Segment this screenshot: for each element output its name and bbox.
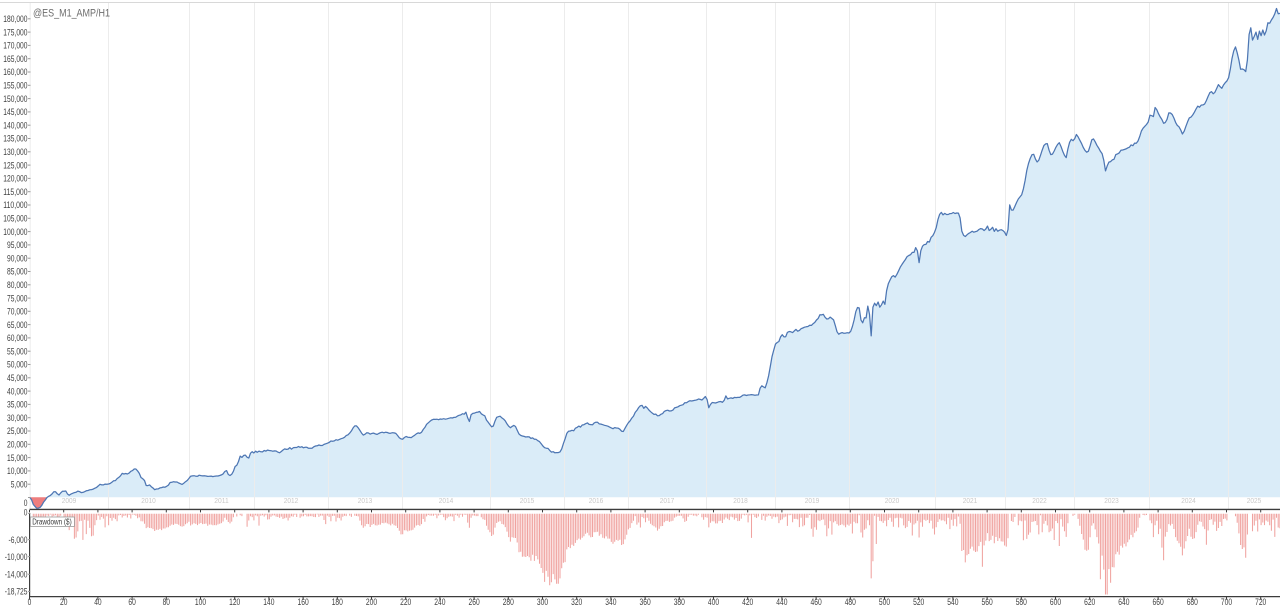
svg-text:120,000: 120,000 [3, 174, 27, 184]
svg-text:55,000: 55,000 [7, 346, 28, 356]
svg-text:40: 40 [94, 597, 101, 605]
svg-text:720: 720 [1255, 597, 1266, 605]
svg-text:260: 260 [469, 597, 480, 605]
svg-text:80: 80 [163, 597, 170, 605]
svg-text:2016: 2016 [589, 496, 604, 505]
svg-text:440: 440 [776, 597, 787, 605]
svg-text:70,000: 70,000 [7, 307, 28, 317]
svg-text:155,000: 155,000 [3, 81, 27, 91]
svg-text:25,000: 25,000 [7, 426, 28, 436]
svg-text:140,000: 140,000 [3, 120, 27, 130]
svg-text:2023: 2023 [1104, 496, 1119, 505]
svg-text:150,000: 150,000 [3, 94, 27, 104]
svg-text:60: 60 [128, 597, 135, 605]
svg-text:0: 0 [24, 507, 28, 517]
svg-text:280: 280 [503, 597, 514, 605]
svg-text:115,000: 115,000 [3, 187, 27, 197]
svg-text:40,000: 40,000 [7, 386, 28, 396]
svg-text:520: 520 [913, 597, 924, 605]
svg-text:80,000: 80,000 [7, 280, 28, 290]
svg-text:2012: 2012 [284, 496, 299, 505]
svg-text:660: 660 [1153, 597, 1164, 605]
svg-text:2019: 2019 [805, 496, 820, 505]
svg-text:420: 420 [742, 597, 753, 605]
svg-text:15,000: 15,000 [7, 453, 28, 463]
svg-text:140: 140 [263, 597, 274, 605]
svg-text:35,000: 35,000 [7, 400, 28, 410]
svg-text:135,000: 135,000 [3, 134, 27, 144]
svg-text:400: 400 [708, 597, 719, 605]
svg-text:340: 340 [605, 597, 616, 605]
svg-text:30,000: 30,000 [7, 413, 28, 423]
svg-text:60,000: 60,000 [7, 333, 28, 343]
svg-text:180: 180 [332, 597, 343, 605]
svg-text:2013: 2013 [358, 496, 373, 505]
svg-text:180,000: 180,000 [3, 14, 27, 24]
svg-text:0: 0 [24, 498, 28, 508]
svg-text:160: 160 [298, 597, 309, 605]
svg-text:540: 540 [947, 597, 958, 605]
svg-text:20: 20 [60, 597, 67, 605]
svg-text:-6,000: -6,000 [9, 535, 28, 545]
svg-text:580: 580 [1016, 597, 1027, 605]
svg-text:2024: 2024 [1181, 496, 1196, 505]
svg-text:2021: 2021 [963, 496, 978, 505]
svg-text:460: 460 [811, 597, 822, 605]
svg-text:120: 120 [229, 597, 240, 605]
svg-text:680: 680 [1187, 597, 1198, 605]
svg-text:200: 200 [366, 597, 377, 605]
svg-text:2020: 2020 [885, 496, 900, 505]
svg-text:-18,725: -18,725 [5, 587, 28, 597]
svg-text:2009: 2009 [62, 496, 77, 505]
svg-text:2022: 2022 [1032, 496, 1047, 505]
svg-text:130,000: 130,000 [3, 147, 27, 157]
svg-text:45,000: 45,000 [7, 373, 28, 383]
svg-text:170,000: 170,000 [3, 41, 27, 51]
svg-text:-14,000: -14,000 [5, 570, 28, 580]
svg-text:2015: 2015 [520, 496, 535, 505]
svg-text:2025: 2025 [1247, 496, 1262, 505]
svg-text:320: 320 [571, 597, 582, 605]
svg-text:700: 700 [1221, 597, 1232, 605]
svg-text:480: 480 [845, 597, 856, 605]
svg-text:300: 300 [537, 597, 548, 605]
svg-text:10,000: 10,000 [7, 466, 28, 476]
svg-text:160,000: 160,000 [3, 67, 27, 77]
svg-text:65,000: 65,000 [7, 320, 28, 330]
svg-text:125,000: 125,000 [3, 160, 27, 170]
svg-text:165,000: 165,000 [3, 54, 27, 64]
svg-text:500: 500 [879, 597, 890, 605]
svg-text:640: 640 [1118, 597, 1129, 605]
svg-text:2014: 2014 [439, 496, 454, 505]
svg-text:50,000: 50,000 [7, 360, 28, 370]
svg-text:2010: 2010 [141, 496, 156, 505]
svg-text:220: 220 [400, 597, 411, 605]
svg-text:75,000: 75,000 [7, 293, 28, 303]
svg-text:0: 0 [28, 597, 32, 605]
svg-text:2017: 2017 [660, 496, 675, 505]
svg-text:85,000: 85,000 [7, 267, 28, 277]
svg-text:2011: 2011 [214, 496, 229, 505]
svg-text:@ES_M1_AMP/H1: @ES_M1_AMP/H1 [33, 8, 110, 20]
svg-text:95,000: 95,000 [7, 240, 28, 250]
svg-text:145,000: 145,000 [3, 107, 27, 117]
svg-text:20,000: 20,000 [7, 440, 28, 450]
svg-text:560: 560 [982, 597, 993, 605]
svg-text:620: 620 [1084, 597, 1095, 605]
svg-text:380: 380 [674, 597, 685, 605]
svg-text:Drawdown ($): Drawdown ($) [32, 517, 72, 526]
svg-text:240: 240 [434, 597, 445, 605]
svg-text:100,000: 100,000 [3, 227, 27, 237]
svg-text:360: 360 [640, 597, 651, 605]
svg-text:105,000: 105,000 [3, 214, 27, 224]
svg-text:100: 100 [195, 597, 206, 605]
svg-text:5,000: 5,000 [11, 479, 28, 489]
svg-text:2018: 2018 [733, 496, 748, 505]
svg-text:600: 600 [1050, 597, 1061, 605]
svg-text:-10,000: -10,000 [5, 552, 28, 562]
svg-text:90,000: 90,000 [7, 253, 28, 263]
svg-text:110,000: 110,000 [3, 200, 27, 210]
svg-text:175,000: 175,000 [3, 27, 27, 37]
